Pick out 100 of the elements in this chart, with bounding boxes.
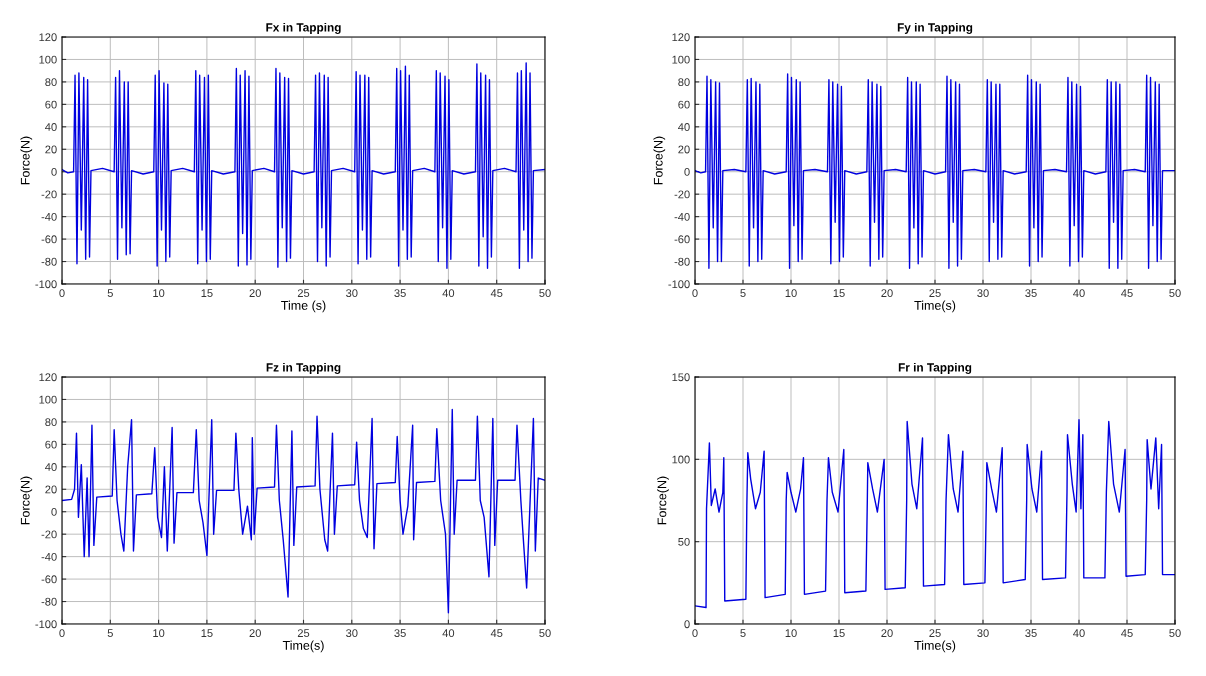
y-tick-label: -60	[674, 235, 690, 244]
x-tick-label: 45	[490, 289, 503, 298]
y-tick-label: -80	[674, 257, 690, 266]
x-tick-label: 0	[692, 629, 698, 638]
x-tick-label: 10	[785, 289, 797, 298]
y-tick-label: -100	[668, 280, 690, 289]
x-tick-label: 50	[539, 289, 551, 298]
y-tick-label: 60	[45, 100, 57, 109]
y-tick-label: 100	[672, 455, 690, 464]
x-tick-label: 35	[1025, 289, 1037, 298]
y-tick-label: 50	[678, 537, 690, 546]
y-tick-label: 40	[45, 463, 57, 471]
y-tick-label: 150	[672, 373, 690, 382]
x-tick-label: 25	[929, 289, 941, 298]
y-tick-label: -40	[41, 212, 57, 221]
x-tick-label: 35	[394, 629, 406, 638]
x-tick-label: 20	[249, 629, 261, 638]
x-tick-label: 40	[442, 629, 455, 638]
x-tick-label: 15	[201, 629, 213, 638]
line-series	[62, 408, 545, 614]
x-tick-label: 20	[249, 289, 261, 298]
x-tick-label: 0	[59, 629, 65, 638]
y-tick-label: 20	[45, 485, 57, 494]
x-tick-label: 25	[297, 629, 310, 638]
y-tick-label: -20	[41, 190, 57, 199]
x-tick-label: 15	[833, 289, 845, 298]
x-tick-label: 20	[881, 289, 893, 298]
y-tick-label: 40	[678, 123, 690, 131]
x-tick-label: 50	[1169, 629, 1181, 638]
y-tick-label: -100	[35, 280, 57, 289]
y-tick-label: 0	[51, 507, 57, 516]
y-tick-label: 0	[684, 620, 690, 629]
x-tick-label: 40	[1073, 289, 1085, 298]
y-tick-label: 20	[45, 145, 57, 154]
y-tick-label: 60	[45, 440, 57, 449]
x-tick-label: 40	[1073, 629, 1085, 638]
x-axis-title: Time(s)	[914, 300, 956, 313]
y-tick-label: -60	[41, 575, 57, 584]
y-tick-label: -40	[41, 552, 57, 561]
x-tick-label: 50	[539, 629, 551, 638]
x-tick-label: 25	[297, 289, 310, 298]
line-series	[62, 62, 545, 269]
y-tick-label: 80	[45, 418, 57, 427]
y-tick-label: 40	[45, 123, 57, 131]
line-series	[695, 73, 1175, 269]
x-tick-label: 25	[929, 629, 941, 638]
y-tick-label: 20	[678, 145, 690, 154]
y-tick-label: -40	[674, 212, 690, 221]
x-tick-label: 30	[346, 629, 358, 638]
x-tick-label: 50	[1169, 289, 1181, 298]
y-tick-label: -80	[41, 257, 57, 266]
y-axis-title: Force(N)	[657, 476, 669, 525]
y-tick-label: 80	[45, 78, 57, 87]
x-tick-label: 5	[740, 629, 746, 638]
y-tick-label: 120	[39, 33, 57, 42]
x-tick-label: 15	[833, 629, 845, 638]
x-tick-label: 5	[107, 629, 113, 638]
y-tick-label: 0	[684, 167, 690, 176]
x-tick-label: 0	[59, 289, 65, 298]
y-tick-label: 80	[678, 78, 690, 87]
y-tick-label: 120	[39, 373, 57, 382]
y-tick-label: 60	[678, 100, 690, 109]
y-tick-label: 100	[39, 395, 57, 404]
x-tick-label: 30	[346, 289, 358, 298]
x-tick-label: 45	[1121, 289, 1133, 298]
x-tick-label: 5	[107, 289, 113, 298]
y-tick-label: 120	[672, 33, 690, 42]
y-tick-label: -80	[41, 597, 57, 606]
y-tick-label: 100	[672, 55, 690, 64]
x-tick-label: 45	[1121, 629, 1133, 638]
x-tick-label: 10	[785, 629, 797, 638]
x-tick-label: 20	[881, 629, 893, 638]
x-tick-label: 45	[490, 629, 503, 638]
x-axis-title: Time(s)	[282, 640, 324, 653]
x-tick-label: 30	[977, 289, 989, 298]
y-axis-title: Force(N)	[653, 136, 666, 185]
y-tick-label: -20	[41, 530, 57, 539]
x-tick-label: 35	[1025, 629, 1037, 638]
x-axis-title: Time(s)	[914, 640, 956, 653]
y-tick-label: -60	[41, 235, 57, 244]
chart-title: Fx in Tapping	[266, 22, 341, 34]
y-axis-title: Force(N)	[20, 136, 33, 185]
x-tick-label: 0	[692, 289, 698, 298]
y-tick-label: -100	[35, 620, 57, 629]
y-axis-title: Force(N)	[20, 476, 33, 525]
x-tick-label: 40	[442, 289, 455, 298]
x-tick-label: 15	[201, 289, 213, 298]
x-tick-label: 30	[977, 629, 989, 638]
x-tick-label: 10	[153, 289, 165, 298]
y-tick-label: 100	[39, 55, 57, 64]
x-tick-label: 5	[740, 289, 746, 298]
y-tick-label: 0	[51, 167, 57, 176]
x-tick-label: 10	[153, 629, 165, 638]
x-axis-title: Time (s)	[281, 300, 326, 313]
line-series	[695, 419, 1175, 609]
chart-title: Fy in Tapping	[897, 22, 973, 34]
y-tick-label: -20	[674, 190, 690, 199]
chart-title: Fz in Tapping	[266, 362, 341, 374]
x-tick-label: 35	[394, 289, 406, 298]
chart-title: Fr in Tapping	[898, 362, 972, 374]
